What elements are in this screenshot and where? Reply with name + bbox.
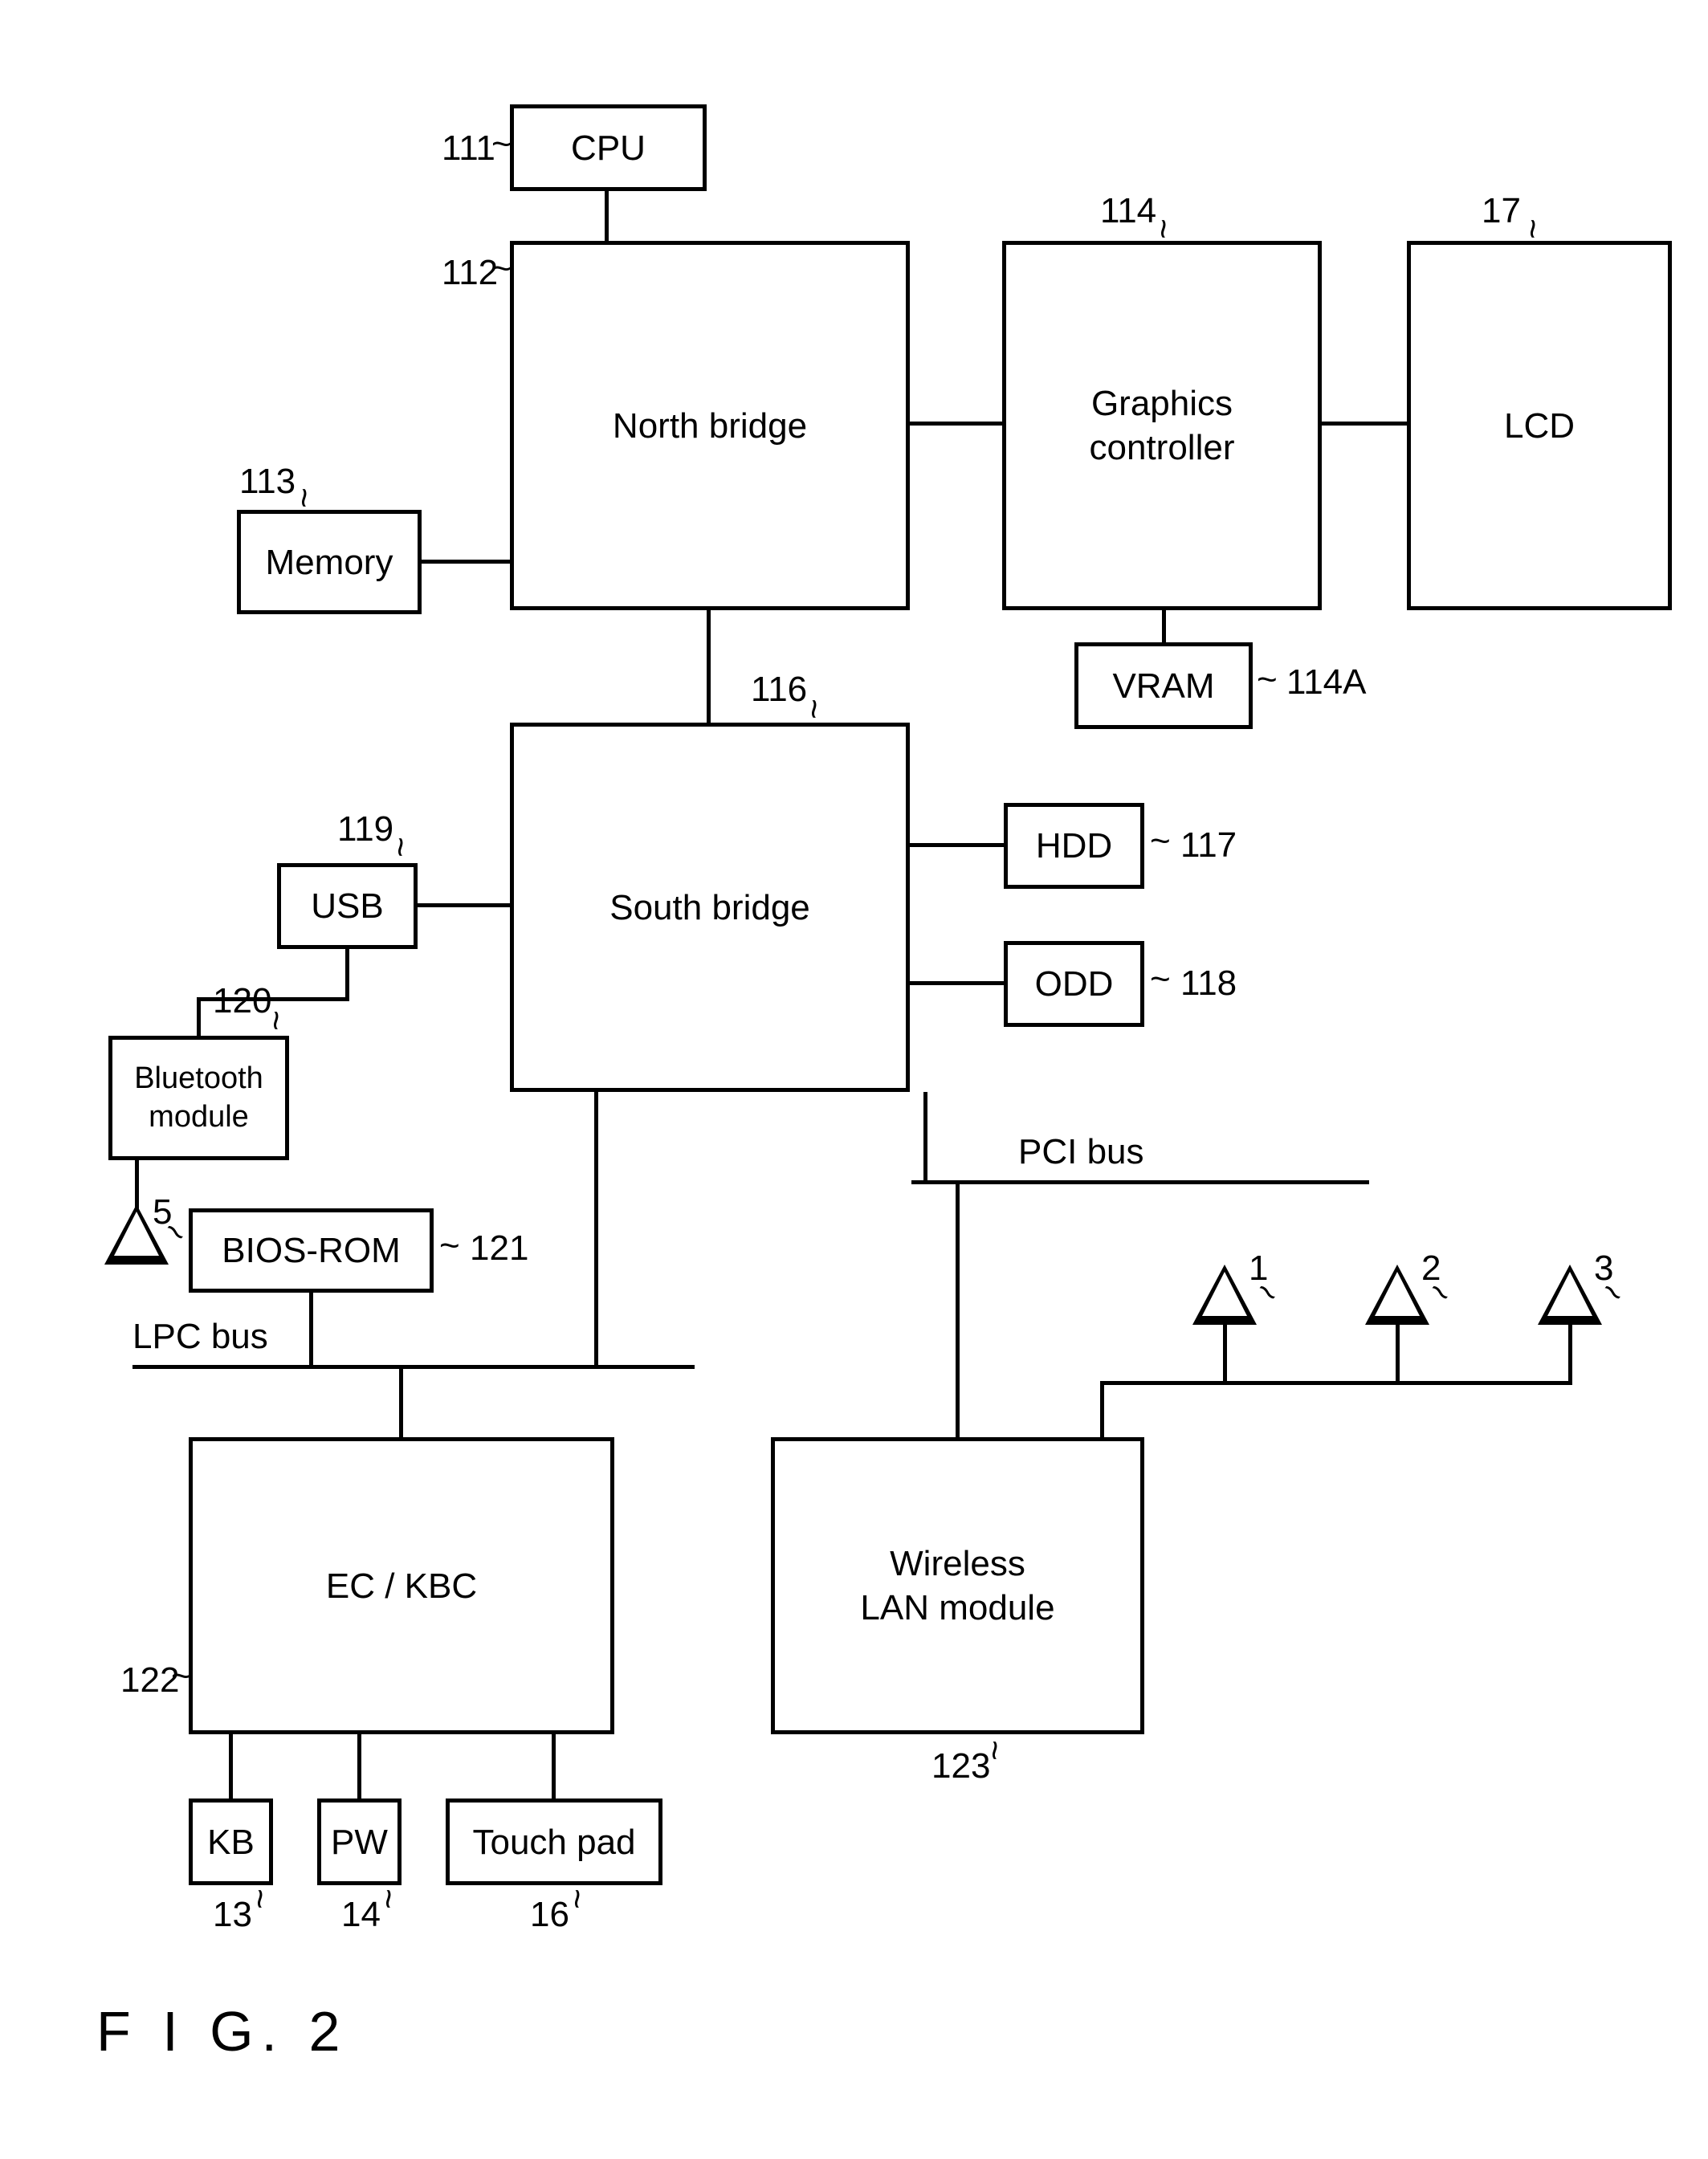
ref-tilde-cpu: ~ bbox=[491, 124, 512, 165]
edge-graphics-lcd bbox=[1322, 422, 1407, 426]
block-pw: PW bbox=[317, 1798, 402, 1885]
ref-tilde-mem: ~ bbox=[283, 487, 324, 508]
edge-graphics-vram bbox=[1162, 610, 1166, 642]
ref-tilde-vram: ~ bbox=[1257, 660, 1278, 700]
block-ec-kbc: EC / KBC bbox=[189, 1437, 614, 1734]
antenna-icon-3 bbox=[1538, 1265, 1602, 1325]
ref-hdd: 117 bbox=[1180, 825, 1237, 866]
block-bluetooth: Bluetooth module bbox=[108, 1036, 289, 1160]
ref-odd: 118 bbox=[1180, 963, 1237, 1004]
block-hdd: HDD bbox=[1004, 803, 1144, 889]
edge-usb-bt-h bbox=[197, 997, 349, 1001]
edge-usb-bt-v bbox=[345, 949, 349, 997]
edge-sb-usb bbox=[418, 903, 510, 907]
block-vram: VRAM bbox=[1074, 642, 1253, 729]
bus-lpc-line bbox=[132, 1365, 695, 1369]
edge-sb-lpc bbox=[594, 1092, 598, 1365]
edge-wlan-ant-stub bbox=[1100, 1381, 1104, 1437]
edge-bios-lpc bbox=[309, 1293, 313, 1365]
block-graphics-controller: Graphics controller bbox=[1002, 241, 1322, 610]
block-cpu: CPU bbox=[510, 104, 707, 191]
block-memory: Memory bbox=[237, 510, 422, 614]
ref-tilde-bt: ~ bbox=[255, 1010, 296, 1031]
ref-north-bridge: 112 bbox=[442, 253, 498, 293]
ref-tilde-kb: ~ bbox=[239, 1888, 279, 1909]
edge-wlan-ant3 bbox=[1568, 1322, 1572, 1385]
ref-tilde-hdd: ~ bbox=[1150, 821, 1171, 862]
block-odd: ODD bbox=[1004, 941, 1144, 1027]
edge-nb-sb bbox=[707, 610, 711, 723]
edge-cpu-nb bbox=[605, 191, 609, 241]
edge-eckbc-lpc bbox=[399, 1365, 403, 1437]
edge-wlan-ant1 bbox=[1223, 1322, 1227, 1381]
edge-wlan-ant2 bbox=[1396, 1322, 1400, 1381]
antenna-icon-2 bbox=[1365, 1265, 1429, 1325]
block-south-bridge: South bridge bbox=[510, 723, 910, 1092]
edge-nb-graphics bbox=[910, 422, 1002, 426]
ref-tilde-gfx: ~ bbox=[1143, 218, 1183, 239]
ref-tilde-sb: ~ bbox=[793, 699, 834, 719]
block-lcd: LCD bbox=[1407, 241, 1672, 610]
block-bios-rom: BIOS-ROM bbox=[189, 1208, 434, 1293]
edge-eckbc-kb bbox=[229, 1734, 233, 1798]
edge-eckbc-pw bbox=[357, 1734, 361, 1798]
ref-tilde-lcd: ~ bbox=[1512, 218, 1552, 239]
edge-usb-bt-v2 bbox=[197, 997, 201, 1036]
ref-bios: 121 bbox=[470, 1228, 528, 1269]
edge-wlan-ant-h bbox=[1100, 1381, 1572, 1385]
block-usb: USB bbox=[277, 863, 418, 949]
edge-sb-pci bbox=[923, 1092, 927, 1180]
edge-nb-memory bbox=[422, 560, 510, 564]
block-kb: KB bbox=[189, 1798, 273, 1885]
ref-tilde-tp: ~ bbox=[556, 1888, 597, 1909]
ref-tilde-nb: ~ bbox=[491, 249, 512, 289]
block-wireless-lan: Wireless LAN module bbox=[771, 1437, 1144, 1734]
block-touch-pad: Touch pad bbox=[446, 1798, 662, 1885]
edge-eckbc-tp bbox=[552, 1734, 556, 1798]
diagram-canvas: CPU North bridge Memory Graphics control… bbox=[0, 0, 1708, 2159]
ref-vram: 114A bbox=[1286, 662, 1367, 703]
ref-tilde-bios: ~ bbox=[439, 1226, 460, 1266]
antenna-icon-1 bbox=[1192, 1265, 1257, 1325]
ref-tilde-eckbc: ~ bbox=[171, 1656, 192, 1697]
ref-tilde-odd: ~ bbox=[1150, 959, 1171, 1000]
bus-pci-line bbox=[911, 1180, 1369, 1184]
bus-pci-label: PCI bus bbox=[1018, 1132, 1144, 1172]
ref-tilde-usb: ~ bbox=[380, 837, 420, 857]
edge-wlan-pci bbox=[956, 1180, 960, 1437]
ref-cpu: 111 bbox=[442, 128, 495, 169]
ref-tilde-pw: ~ bbox=[368, 1888, 408, 1909]
figure-label: F I G. 2 bbox=[96, 1999, 348, 2063]
edge-sb-hdd bbox=[910, 843, 1004, 847]
bus-lpc-label: LPC bus bbox=[132, 1317, 268, 1357]
edge-sb-odd bbox=[910, 981, 1004, 985]
block-north-bridge: North bridge bbox=[510, 241, 910, 610]
ref-tilde-wlan: ~ bbox=[974, 1740, 1014, 1761]
